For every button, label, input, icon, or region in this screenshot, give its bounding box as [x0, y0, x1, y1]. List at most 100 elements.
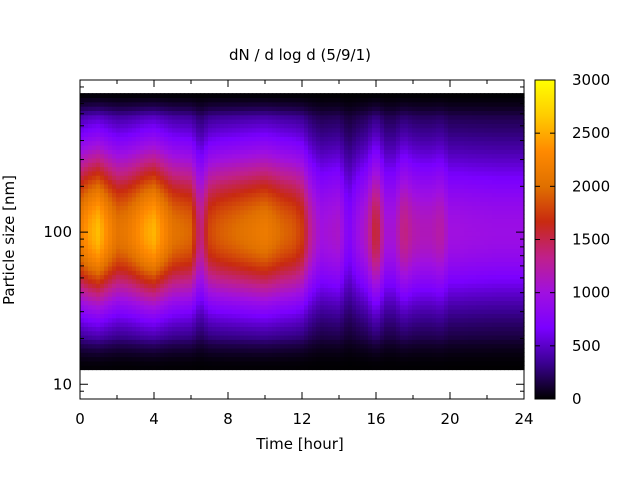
- heatmap-cell: [296, 322, 301, 327]
- heatmap-cell: [216, 205, 221, 211]
- heatmap-cell: [340, 175, 345, 181]
- heatmap-cell: [180, 356, 185, 362]
- heatmap-cell: [388, 347, 393, 353]
- heatmap-cell: [320, 334, 325, 340]
- heatmap-cell: [224, 300, 229, 306]
- heatmap-cell: [248, 291, 253, 297]
- heatmap-cell: [152, 214, 157, 219]
- heatmap-cell: [276, 287, 281, 293]
- heatmap-cell: [200, 123, 205, 129]
- heatmap-cell: [224, 287, 229, 293]
- heatmap-cell: [340, 127, 345, 133]
- heatmap-cell: [264, 205, 269, 211]
- heatmap-cell: [188, 278, 193, 284]
- heatmap-cell: [208, 309, 213, 314]
- heatmap-cell: [204, 360, 209, 366]
- heatmap-cell: [240, 114, 245, 120]
- heatmap-cell: [144, 162, 149, 168]
- heatmap-cell: [312, 114, 317, 120]
- heatmap-cell: [104, 131, 109, 137]
- heatmap-cell: [304, 123, 309, 129]
- heatmap-cell: [172, 175, 177, 181]
- heatmap-cell: [164, 356, 169, 362]
- heatmap-cell: [156, 97, 161, 103]
- heatmap-cell: [344, 278, 349, 284]
- heatmap-cell: [308, 291, 313, 297]
- heatmap-cell: [212, 157, 217, 163]
- heatmap-cell: [208, 196, 213, 202]
- heatmap-cell: [212, 214, 217, 219]
- heatmap-cell: [244, 214, 249, 219]
- heatmap-cell: [288, 93, 293, 99]
- heatmap-cell: [148, 205, 153, 211]
- heatmap-cell: [360, 244, 365, 250]
- heatmap-cell: [256, 188, 261, 194]
- heatmap-cell: [216, 365, 221, 371]
- heatmap-cell: [320, 119, 325, 124]
- heatmap-cell: [148, 97, 153, 103]
- heatmap-cell: [260, 291, 265, 297]
- heatmap-cell: [356, 265, 361, 271]
- heatmap-cell: [124, 157, 129, 163]
- heatmap-cell: [208, 170, 213, 176]
- heatmap-cell: [288, 123, 293, 129]
- heatmap-cell: [244, 239, 249, 245]
- heatmap-cell: [204, 149, 209, 155]
- heatmap-cell: [360, 330, 365, 336]
- heatmap-cell: [180, 114, 185, 120]
- heatmap-cell: [124, 93, 129, 99]
- heatmap-cell: [128, 209, 133, 215]
- heatmap-cell: [312, 162, 317, 168]
- heatmap-cell: [148, 110, 153, 116]
- heatmap-cell: [156, 123, 161, 129]
- heatmap-cell: [140, 153, 145, 159]
- heatmap-cell: [312, 274, 317, 280]
- heatmap-cell: [352, 205, 357, 211]
- heatmap-cell: [364, 270, 369, 276]
- heatmap-cell: [340, 296, 345, 302]
- heatmap-cell: [272, 166, 277, 172]
- heatmap-cell: [252, 201, 257, 206]
- heatmap-cell: [300, 304, 305, 310]
- heatmap-cell: [292, 244, 297, 250]
- heatmap-cell: [264, 123, 269, 129]
- heatmap-cell: [364, 239, 369, 245]
- heatmap-cell: [288, 127, 293, 133]
- heatmap-cell: [316, 201, 321, 206]
- heatmap-cell: [132, 201, 137, 206]
- heatmap-cell: [324, 214, 329, 219]
- heatmap-cell: [96, 114, 101, 120]
- heatmap-cell: [368, 93, 373, 99]
- heatmap-cell: [132, 274, 137, 280]
- heatmap-cell: [212, 287, 217, 293]
- heatmap-cell: [296, 114, 301, 120]
- heatmap-cell: [120, 144, 125, 150]
- heatmap-cell: [200, 192, 205, 198]
- heatmap-cell: [92, 149, 97, 155]
- heatmap-cell: [88, 106, 93, 111]
- heatmap-cell: [224, 239, 229, 245]
- heatmap-cell: [100, 231, 105, 237]
- heatmap-cell: [116, 162, 121, 168]
- heatmap-cell: [196, 244, 201, 250]
- heatmap-cell: [360, 157, 365, 163]
- heatmap-cell: [172, 157, 177, 163]
- heatmap-cell: [292, 114, 297, 120]
- heatmap-cell: [336, 322, 341, 327]
- heatmap-cell: [388, 101, 393, 107]
- heatmap-cell: [160, 347, 165, 353]
- heatmap-cell: [276, 149, 281, 155]
- heatmap-cell: [340, 343, 345, 349]
- heatmap-cell: [300, 283, 305, 289]
- heatmap-cell: [104, 296, 109, 302]
- heatmap-cell: [332, 296, 337, 302]
- heatmap-cell: [212, 274, 217, 280]
- heatmap-cell: [308, 317, 313, 323]
- heatmap-cell: [196, 270, 201, 276]
- heatmap-cell: [144, 93, 149, 99]
- heatmap-cell: [364, 175, 369, 181]
- heatmap-cell: [324, 97, 329, 103]
- heatmap-cell: [244, 123, 249, 129]
- heatmap-cell: [124, 166, 129, 172]
- heatmap-cell: [312, 101, 317, 107]
